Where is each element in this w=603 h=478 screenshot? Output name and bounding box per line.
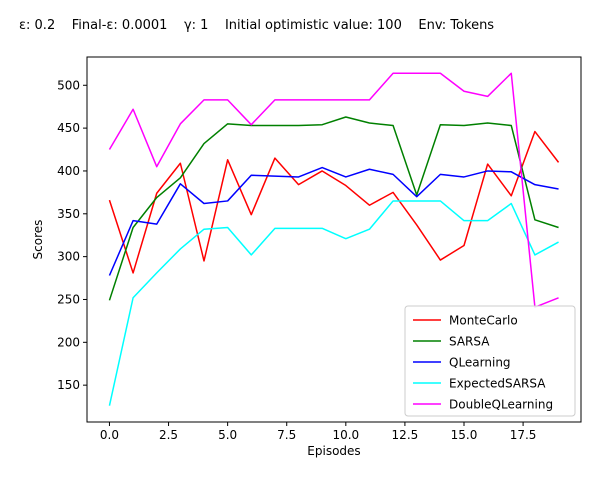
y-axis-label: Scores: [31, 220, 45, 260]
y-tick-label: 450: [57, 121, 80, 135]
legend-label-DoubleQLearning: DoubleQLearning: [449, 398, 553, 412]
legend-label-MonteCarlo: MonteCarlo: [449, 314, 518, 328]
axes-frame: [86, 56, 582, 423]
legend: MonteCarlo SARSA QLearning ExpectedSARSA Dou…: [404, 305, 576, 417]
series-line-ExpectedSARSA: [108, 200, 559, 406]
x-tick-label: 5.0: [218, 428, 237, 442]
x-tick-label: 10.0: [332, 428, 359, 442]
axes-layer: 0.0 2.5 5.0 7.5 10.0 12.5 15.0 17.5 150 200 250 300…: [31, 56, 582, 458]
legend-label-SARSA: SARSA: [449, 335, 490, 349]
x-axis-label: Episodes: [307, 444, 360, 458]
series-line-MonteCarlo: [108, 130, 560, 274]
legend-label-QLearning: QLearning: [449, 356, 511, 370]
y-tick-label: 500: [57, 78, 80, 92]
legend-label-ExpectedSARSA: ExpectedSARSA: [449, 377, 546, 391]
y-tick-label: 150: [57, 378, 80, 392]
series-line-DoubleQLearning: [108, 72, 559, 308]
series-line-SARSA: [108, 116, 559, 301]
series-layer: [108, 72, 560, 406]
x-tick-label: 2.5: [159, 428, 178, 442]
y-tick-label: 400: [57, 164, 80, 178]
x-tick-label: 0.0: [100, 428, 119, 442]
y-tick-label: 300: [57, 250, 80, 264]
chart-title: ε: 0.2 Final-ε: 0.0001 γ: 1 Initial opti…: [19, 18, 495, 33]
y-tick-label: 200: [57, 335, 80, 349]
y-tick-label: 350: [57, 207, 80, 221]
x-tick-label: 17.5: [510, 428, 537, 442]
legend-box: [404, 305, 576, 417]
x-tick-label: 12.5: [392, 428, 419, 442]
series-line-QLearning: [108, 166, 559, 276]
y-tick-label: 250: [57, 292, 80, 306]
x-tick-label: 7.5: [277, 428, 296, 442]
x-tick-label: 15.0: [451, 428, 478, 442]
